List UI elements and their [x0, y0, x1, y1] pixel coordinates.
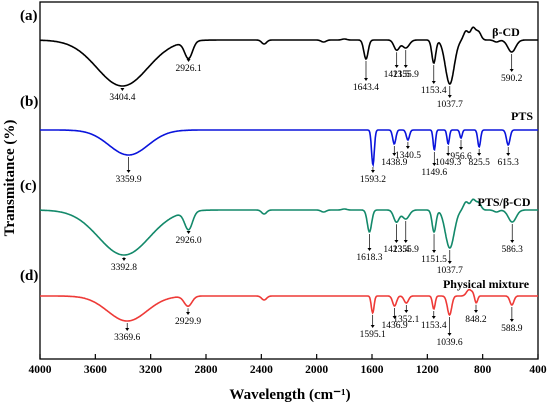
y-axis-title: Transmitance (%): [2, 120, 18, 237]
peak-marker-arrow: [459, 147, 464, 150]
peak-marker-arrow: [506, 153, 511, 156]
x-tick-label: 400: [529, 364, 547, 376]
spectrum-line: [40, 129, 538, 168]
peak-label: 825.5: [468, 158, 490, 168]
peak-label: 590.2: [501, 74, 523, 84]
peak-marker-arrow: [394, 240, 399, 243]
peak-marker-arrow: [510, 240, 515, 243]
peak-marker-arrow: [404, 310, 409, 313]
peak-label: 2926.0: [176, 236, 202, 246]
x-axis-title: Wavelength (cm⁻¹): [229, 387, 350, 403]
peak-label: 1436.9: [381, 321, 407, 331]
peak-label: 615.3: [498, 158, 520, 168]
peak-label: 1421.5: [384, 70, 410, 80]
x-tick-label: 800: [474, 364, 492, 376]
x-tick-label: 2400: [250, 364, 273, 376]
peak-marker-arrow: [186, 59, 191, 62]
peak-label: 1423.4: [383, 245, 409, 255]
x-tick-label: 3600: [84, 364, 107, 376]
peak-marker-arrow: [120, 88, 125, 91]
peak-label: 1618.3: [356, 253, 382, 263]
peak-marker-arrow: [370, 170, 375, 173]
peak-marker-arrow: [363, 78, 368, 81]
peak-marker-arrow: [392, 316, 397, 319]
peak-marker-arrow: [431, 81, 436, 84]
panel-label: (a): [20, 8, 38, 24]
peak-marker-arrow: [473, 310, 478, 313]
series-name: β-CD: [492, 25, 520, 39]
x-tick-label: 1600: [361, 364, 384, 376]
spectrum-line: [40, 198, 538, 256]
peak-label: 1340.5: [395, 151, 421, 161]
peak-label: 1037.7: [437, 266, 463, 276]
spectrum-line: [39, 26, 538, 87]
plot-frame: [39, 1, 539, 360]
peak-marker-arrow: [405, 146, 410, 149]
panel-label: (d): [20, 268, 38, 284]
peak-marker-arrow: [186, 312, 191, 315]
peak-marker-arrow: [477, 153, 482, 156]
x-tick-label: 4000: [29, 364, 52, 376]
annotation-layer: (a)β-CD3404.42926.11643.41421.51355.9115…: [20, 8, 533, 348]
x-axis: 4000 3600 3200 2800 2400 2000 1600 1200 800 400: [29, 354, 547, 376]
peak-label: 1049.3: [435, 158, 461, 168]
peak-label: 1352.1: [393, 315, 419, 325]
peak-label: 1151.5: [421, 255, 447, 265]
peak-label: 1039.6: [436, 338, 462, 348]
peak-label: 2926.1: [175, 64, 201, 74]
peak-label: 3359.9: [115, 175, 141, 185]
peak-marker-arrow: [447, 261, 452, 264]
peak-label: 588.9: [501, 324, 523, 334]
peak-label: 1153.4: [421, 321, 447, 331]
peak-marker-arrow: [509, 69, 514, 72]
peak-label: 1595.1: [360, 330, 386, 340]
peak-label: 3369.6: [114, 333, 140, 343]
peak-label: 3392.8: [111, 263, 137, 273]
x-tick-label: 1200: [416, 364, 439, 376]
peak-marker-arrow: [432, 163, 437, 166]
x-tick-label: 3200: [139, 364, 162, 376]
panel-label: (b): [20, 94, 38, 110]
peak-label: 1355.9: [393, 245, 419, 255]
x-tick-label: 2800: [195, 364, 218, 376]
peak-marker-arrow: [403, 65, 408, 68]
peak-marker-arrow: [370, 325, 375, 328]
peak-marker-arrow: [126, 170, 131, 173]
peak-marker-arrow: [186, 231, 191, 234]
panel-label: (c): [20, 178, 37, 194]
peak-label: 1153.4: [421, 86, 447, 96]
peak-label: 1355.9: [393, 70, 419, 80]
peak-marker-arrow: [447, 95, 452, 98]
peak-marker-arrow: [431, 316, 436, 319]
x-tick-label: 2000: [305, 364, 328, 376]
peak-label: 1438.9: [381, 158, 407, 168]
series-name: PTS: [511, 109, 533, 123]
peak-marker-arrow: [509, 319, 514, 322]
peak-marker-arrow: [367, 248, 372, 251]
series-name: Physical mixture: [443, 277, 530, 291]
series-name: PTS/β-CD: [478, 195, 531, 209]
peak-label: 3404.4: [109, 93, 135, 103]
peak-label: 586.3: [502, 245, 524, 255]
peak-marker-arrow: [392, 153, 397, 156]
peak-marker-arrow: [121, 258, 126, 261]
peak-label: 956.6: [450, 152, 472, 162]
peak-label: 1149.6: [421, 168, 447, 178]
peak-marker-arrow: [403, 240, 408, 243]
peak-label: 1037.7: [437, 100, 463, 110]
peak-marker-arrow: [394, 65, 399, 68]
peak-marker-arrow: [446, 153, 451, 156]
spectrum-line: [40, 288, 538, 322]
spectra-layer: [39, 26, 538, 322]
peak-label: 1643.4: [353, 83, 379, 93]
peak-label: 848.2: [465, 315, 487, 325]
peak-label: 2929.9: [175, 317, 201, 327]
peak-marker-arrow: [447, 333, 452, 336]
peak-marker-arrow: [432, 250, 437, 253]
peak-marker-arrow: [125, 328, 130, 331]
peak-label: 1593.2: [360, 175, 386, 185]
